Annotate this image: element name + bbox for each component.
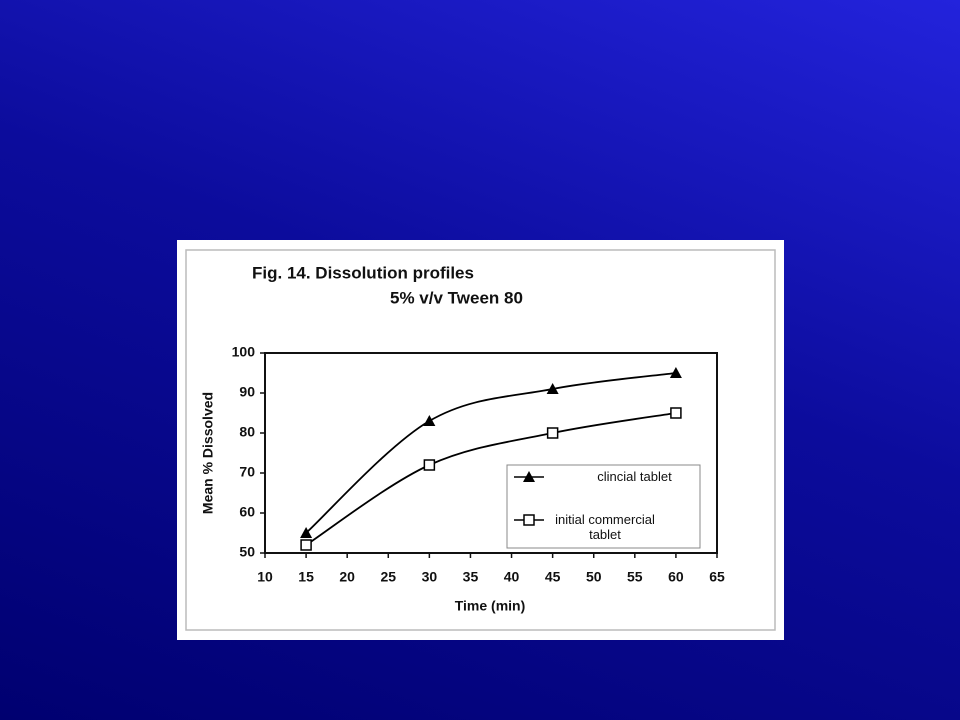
y-tick-label: 60 (239, 504, 255, 520)
x-tick-label: 35 (463, 569, 479, 585)
data-point (669, 367, 682, 378)
chart-title: Fig. 14. Dissolution profiles (252, 263, 474, 282)
x-tick-label: 50 (586, 569, 602, 585)
chart: Fig. 14. Dissolution profiles 5% v/v Twe… (185, 249, 776, 631)
x-tick-label: 15 (298, 569, 314, 585)
legend-label: clincial tablet (597, 469, 672, 484)
legend-marker (523, 514, 535, 526)
legend-marker (523, 471, 535, 482)
y-tick-label: 80 (239, 424, 255, 440)
x-axis-label: Time (min) (455, 598, 526, 614)
plot-area (264, 352, 718, 554)
y-axis-label: Mean % Dissolved (200, 392, 216, 514)
x-tick-label: 40 (504, 569, 520, 585)
x-tick-label: 55 (627, 569, 643, 585)
data-point (546, 383, 559, 394)
data-point (546, 427, 559, 439)
chart-subtitle: 5% v/v Tween 80 (390, 288, 523, 307)
y-tick-label: 70 (239, 464, 255, 480)
series-line (305, 372, 677, 534)
data-point (300, 539, 312, 551)
legend-box (506, 464, 701, 549)
x-tick-label: 20 (339, 569, 355, 585)
data-point (670, 407, 682, 419)
legend-label: initial commercial tablet (555, 512, 655, 542)
frame (185, 249, 776, 631)
data-point (423, 415, 436, 426)
y-tick-label: 50 (239, 544, 255, 560)
y-tick-label: 90 (239, 384, 255, 400)
data-point (300, 527, 313, 538)
x-tick-label: 30 (422, 569, 438, 585)
chart-image: Fig. 14. Dissolution profiles 5% v/v Twe… (177, 240, 784, 640)
series-line (305, 412, 677, 546)
x-tick-label: 10 (257, 569, 273, 585)
y-tick-label: 100 (232, 344, 256, 360)
x-tick-label: 25 (380, 569, 396, 585)
x-tick-label: 60 (668, 569, 684, 585)
legend-item: initial commercial tablet (555, 512, 655, 542)
x-tick-label: 45 (545, 569, 561, 585)
data-point (423, 459, 436, 471)
x-tick-label: 65 (709, 569, 725, 585)
legend-item: clincial tablet (597, 469, 672, 484)
